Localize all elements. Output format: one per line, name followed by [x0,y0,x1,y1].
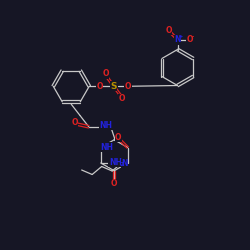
Text: O: O [125,82,131,91]
Text: O: O [165,26,172,35]
Text: N: N [174,35,181,44]
Text: O: O [71,118,78,127]
Text: NH: NH [100,142,113,152]
Text: O: O [186,35,193,44]
Text: O: O [102,69,109,78]
Text: O: O [96,82,103,91]
Text: +: + [178,34,182,38]
Text: O: O [119,94,125,103]
Text: O: O [111,179,117,188]
Text: N: N [122,159,128,168]
Text: NH: NH [109,158,122,167]
Text: NH: NH [100,121,113,130]
Text: O: O [115,133,121,142]
Text: 2: 2 [119,162,124,167]
Text: -: - [192,34,194,39]
Text: S: S [110,82,117,91]
